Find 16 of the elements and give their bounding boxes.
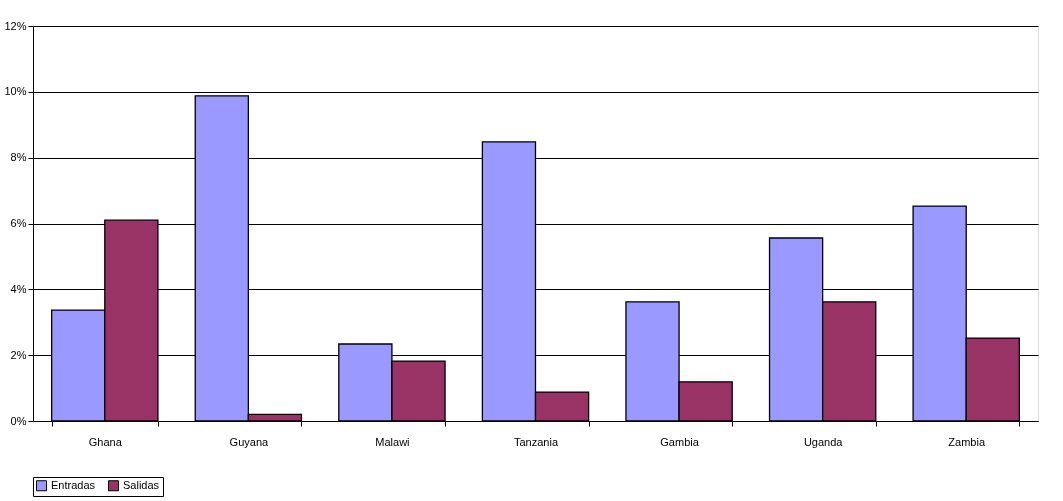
x-tick-label: Ghana bbox=[88, 435, 123, 448]
y-tick-label: 2% bbox=[10, 348, 27, 361]
x-tick-label: Gambia bbox=[660, 435, 700, 448]
x-tick-label: Malawi bbox=[375, 435, 410, 448]
y-tick-label: 10% bbox=[4, 85, 27, 98]
y-tick-label: 6% bbox=[10, 217, 27, 229]
y-tick-label: 12% bbox=[4, 19, 27, 32]
x-tick-label: Uganda bbox=[803, 435, 844, 448]
y-tick-label: 8% bbox=[10, 151, 27, 164]
legend-label: Salidas bbox=[123, 478, 160, 491]
x-tick-label: Guyana bbox=[229, 435, 269, 448]
legend-label: Entradas bbox=[51, 478, 96, 491]
y-tick-label: 0% bbox=[10, 414, 27, 427]
x-tick-label: Tanzania bbox=[513, 435, 559, 448]
y-tick-label: 4% bbox=[10, 282, 27, 295]
x-tick-label: Zambia bbox=[948, 435, 986, 448]
